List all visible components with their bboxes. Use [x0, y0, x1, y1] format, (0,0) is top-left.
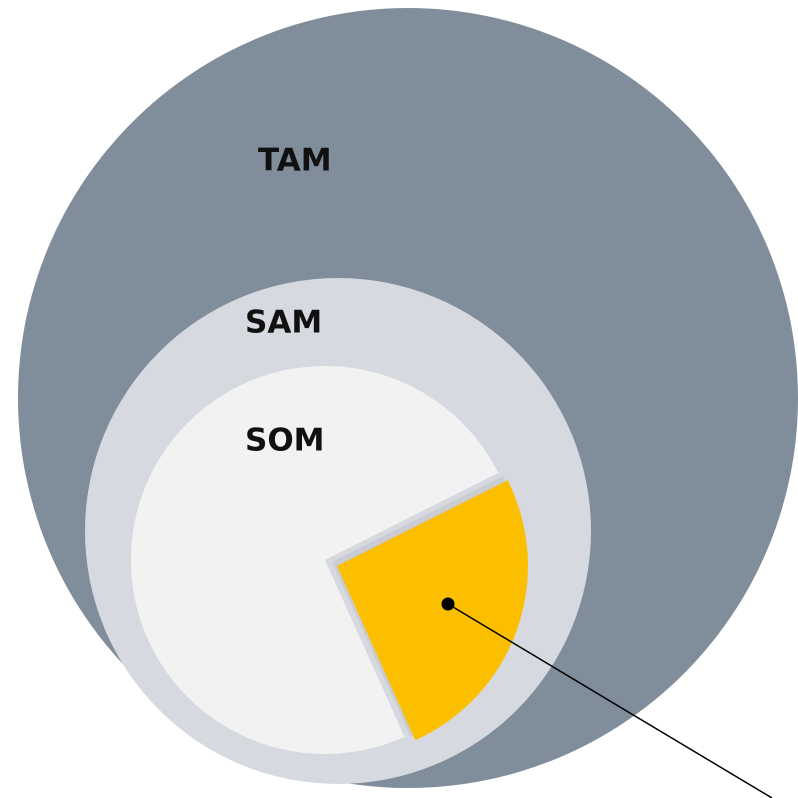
callout-dot — [441, 597, 455, 611]
som-label: SOM — [245, 423, 325, 459]
sam-label: SAM — [245, 305, 322, 341]
callout-line — [447, 603, 773, 798]
som-circle — [130, 365, 499, 754]
som-slice — [337, 480, 528, 741]
tam-label: TAM — [258, 143, 332, 179]
